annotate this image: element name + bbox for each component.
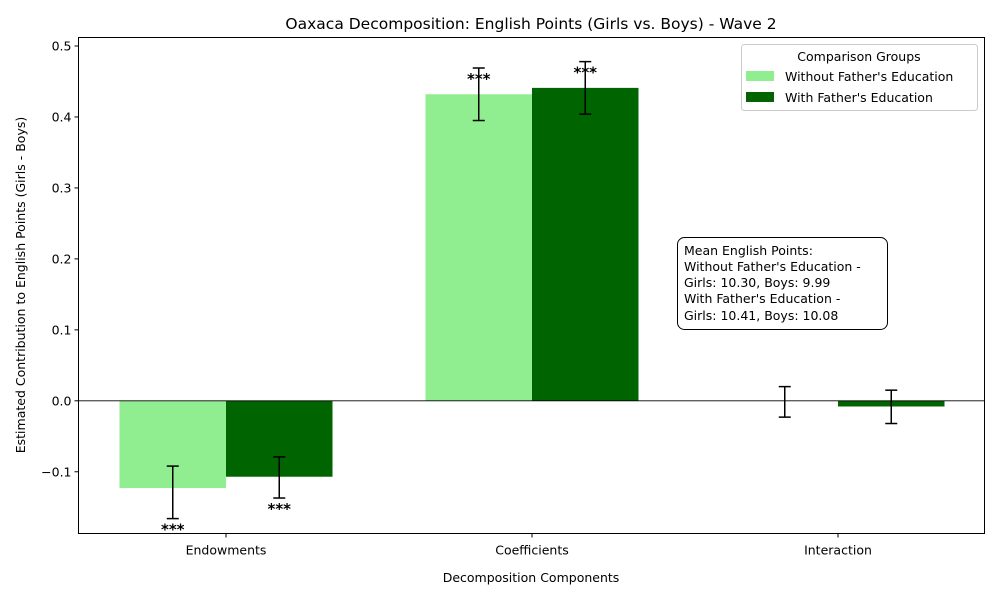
x-axis-ticks: Endowments Coefficients Interaction [186,533,872,558]
significance-coefficients-with-father-s-education: *** [573,64,597,82]
y-axis-label: Estimated Contribution to English Points… [13,117,28,454]
significance-coefficients-without-father-s-education: *** [467,70,491,88]
y-tick-label: 0.0 [52,393,72,408]
y-tick-label: 0.3 [52,180,72,195]
legend: Comparison Groups Without Father's Educa… [741,44,978,111]
x-tick-label-coefficients: Coefficients [495,543,569,558]
significance-labels: *** *** *** *** [161,64,597,539]
note-box [677,237,888,330]
y-tick-label: 0.1 [52,322,72,337]
x-tick-label-endowments: Endowments [186,543,267,558]
x-tick-label-interaction: Interaction [804,543,872,558]
y-tick-label: 0.4 [52,109,72,124]
legend-swatch-without-father-education [746,71,774,81]
plot-frame [78,37,985,534]
significance-endowments-with-father-s-education: *** [267,500,291,518]
bar-coefficients-with-father-s-education [532,87,639,401]
legend-box [741,44,978,111]
bars-layer [119,87,945,489]
mean-points-note: Mean English Points: Without Father's Ed… [677,237,888,330]
legend-swatch-with-father-education [746,92,774,102]
note-line-4: With Father's Education - [684,291,840,306]
note-line-2: Without Father's Education - [684,259,861,274]
note-line-3: Girls: 10.30, Boys: 9.99 [684,275,830,290]
y-axis-ticks: −0.1 0.0 0.1 0.2 0.3 0.4 0.5 [41,39,79,479]
note-line-5: Girls: 10.41, Boys: 10.08 [684,308,838,323]
bar-coefficients-without-father-s-education [425,94,532,401]
y-tick-label: −0.1 [41,464,71,479]
note-line-1: Mean English Points: [684,243,813,258]
legend-label-with-father-education: With Father's Education [785,90,933,105]
x-axis-label: Decomposition Components [443,570,620,585]
y-tick-label: 0.2 [52,251,72,266]
significance-endowments-without-father-s-education: *** [161,521,185,539]
error-bars-layer [166,60,898,520]
legend-title: Comparison Groups [797,49,920,64]
legend-label-without-father-education: Without Father's Education [785,69,953,84]
y-tick-label: 0.5 [52,39,72,54]
chart-title: Oaxaca Decomposition: English Points (Gi… [285,15,776,33]
